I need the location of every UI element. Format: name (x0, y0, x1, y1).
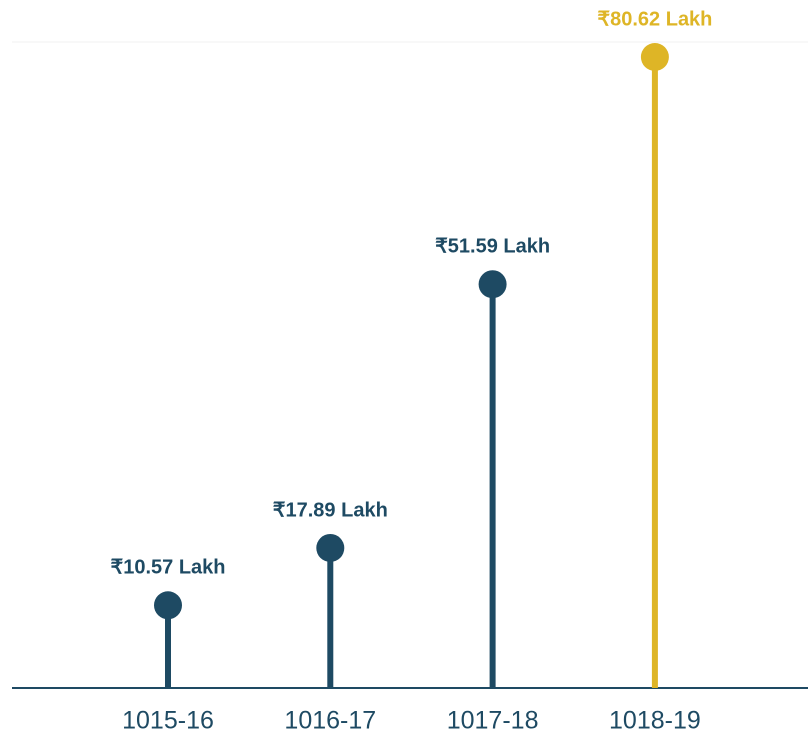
dot (640, 43, 669, 71)
dot (478, 270, 507, 299)
value-label: ₹80.62 Lakh (597, 8, 712, 30)
x-tick-label: 1016-17 (284, 707, 376, 735)
dot (316, 533, 345, 562)
x-tick-label: 1015-16 (122, 707, 214, 735)
value-label: ₹10.57 Lakh (110, 557, 225, 579)
x-tick-label: 1018-19 (609, 707, 701, 735)
value-label: ₹51.59 Lakh (435, 235, 550, 257)
x-tick-label: 1017-18 (447, 707, 539, 735)
value-label: ₹17.89 Lakh (273, 499, 388, 521)
dot (154, 591, 182, 620)
